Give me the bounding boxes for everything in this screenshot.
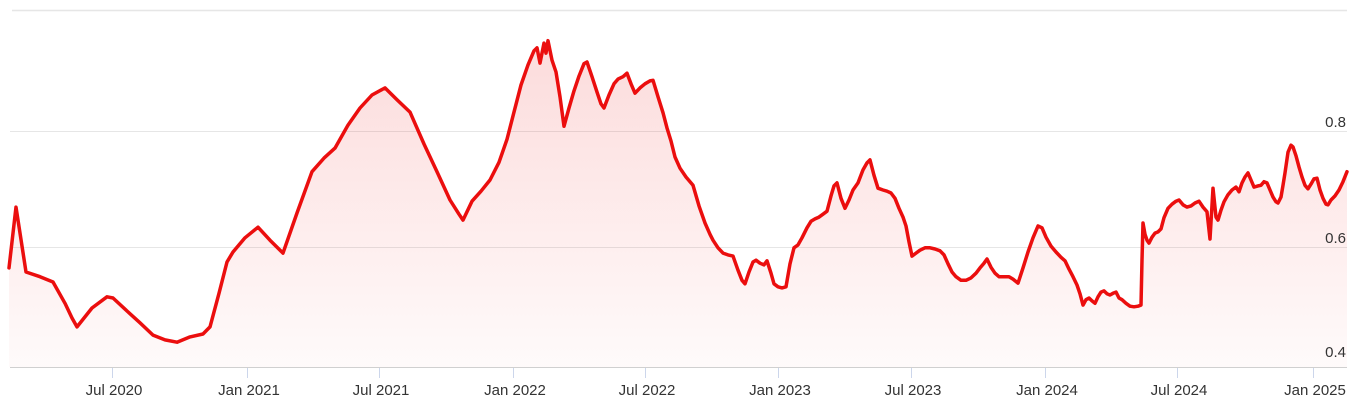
y-axis-label: 0.8 xyxy=(1325,114,1346,131)
x-axis-label: Jul 2020 xyxy=(86,382,143,399)
x-axis-label: Jan 2024 xyxy=(1016,382,1078,399)
x-axis-label: Jul 2023 xyxy=(885,382,942,399)
x-axis-label: Jan 2022 xyxy=(484,382,546,399)
x-axis-label: Jan 2025 xyxy=(1284,382,1346,399)
x-axis-label: Jan 2023 xyxy=(749,382,811,399)
x-axis-label: Jul 2022 xyxy=(619,382,676,399)
x-axis-label: Jul 2024 xyxy=(1151,382,1208,399)
x-axis-label: Jul 2021 xyxy=(353,382,410,399)
x-axis-label: Jan 2021 xyxy=(218,382,280,399)
price-area-fill xyxy=(9,40,1347,367)
y-axis-label: 0.6 xyxy=(1325,230,1346,247)
price-line xyxy=(7,38,1349,344)
y-axis-label: 0.4 xyxy=(1325,344,1346,361)
